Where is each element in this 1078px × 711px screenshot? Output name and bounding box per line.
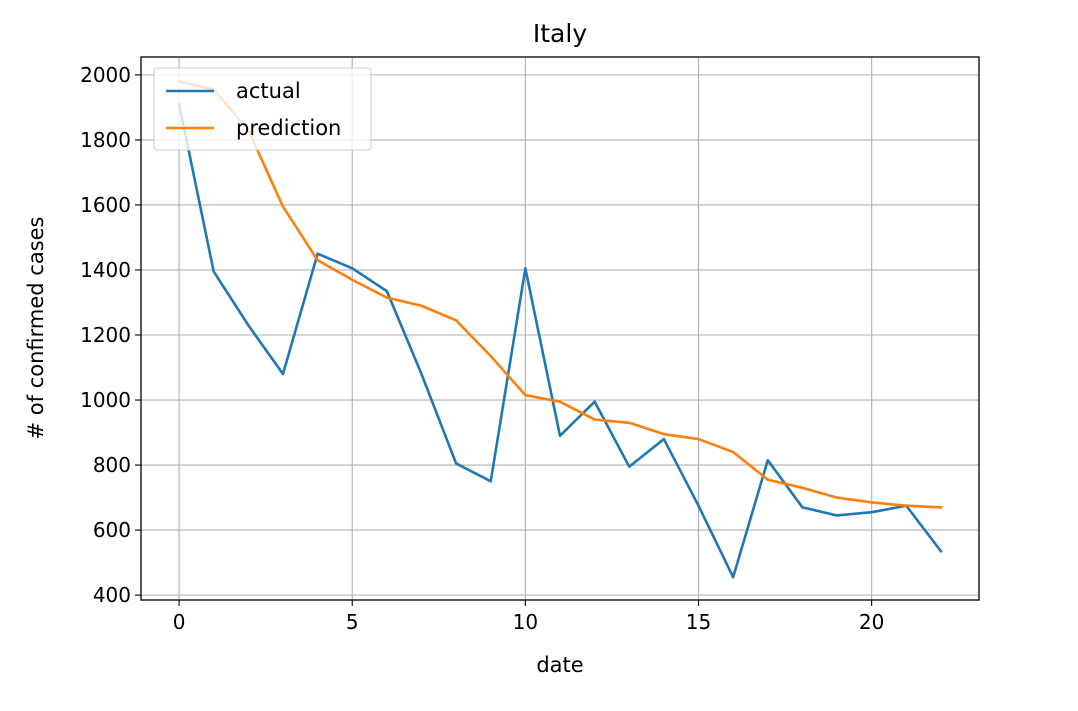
legend-box [153,67,372,151]
y-tick-label: 800 [93,453,131,477]
y-tick-label: 1800 [80,128,131,152]
x-tick-label: 0 [173,610,186,634]
series-line-actual [177,102,943,579]
chart-title: Italy [533,19,587,48]
plot-frame [140,56,980,601]
legend-label-prediction: prediction [236,116,341,140]
y-tick-label: 1600 [80,193,131,217]
series-line-prediction [177,79,943,509]
y-tick-label: 600 [93,518,131,542]
x-tick-label: 15 [686,610,711,634]
x-axis-label: date [536,653,583,677]
y-tick-label: 400 [93,583,131,607]
y-tick-label: 1000 [80,388,131,412]
legend: actual prediction [153,67,372,151]
x-tick-label: 5 [346,610,359,634]
legend-label-actual: actual [236,79,301,103]
axis-ticks: 0 5 10 15 20 400 600 800 1000 1200 1400 1600 1800 200… [80,63,884,634]
y-tick-label: 1400 [80,258,131,282]
grid [141,57,979,600]
x-tick-label: 10 [513,610,538,634]
y-axis-label: # of confirmed cases [24,217,48,440]
x-tick-label: 20 [859,610,884,634]
series-lines [177,79,943,579]
y-tick-label: 2000 [80,63,131,87]
y-tick-label: 1200 [80,323,131,347]
